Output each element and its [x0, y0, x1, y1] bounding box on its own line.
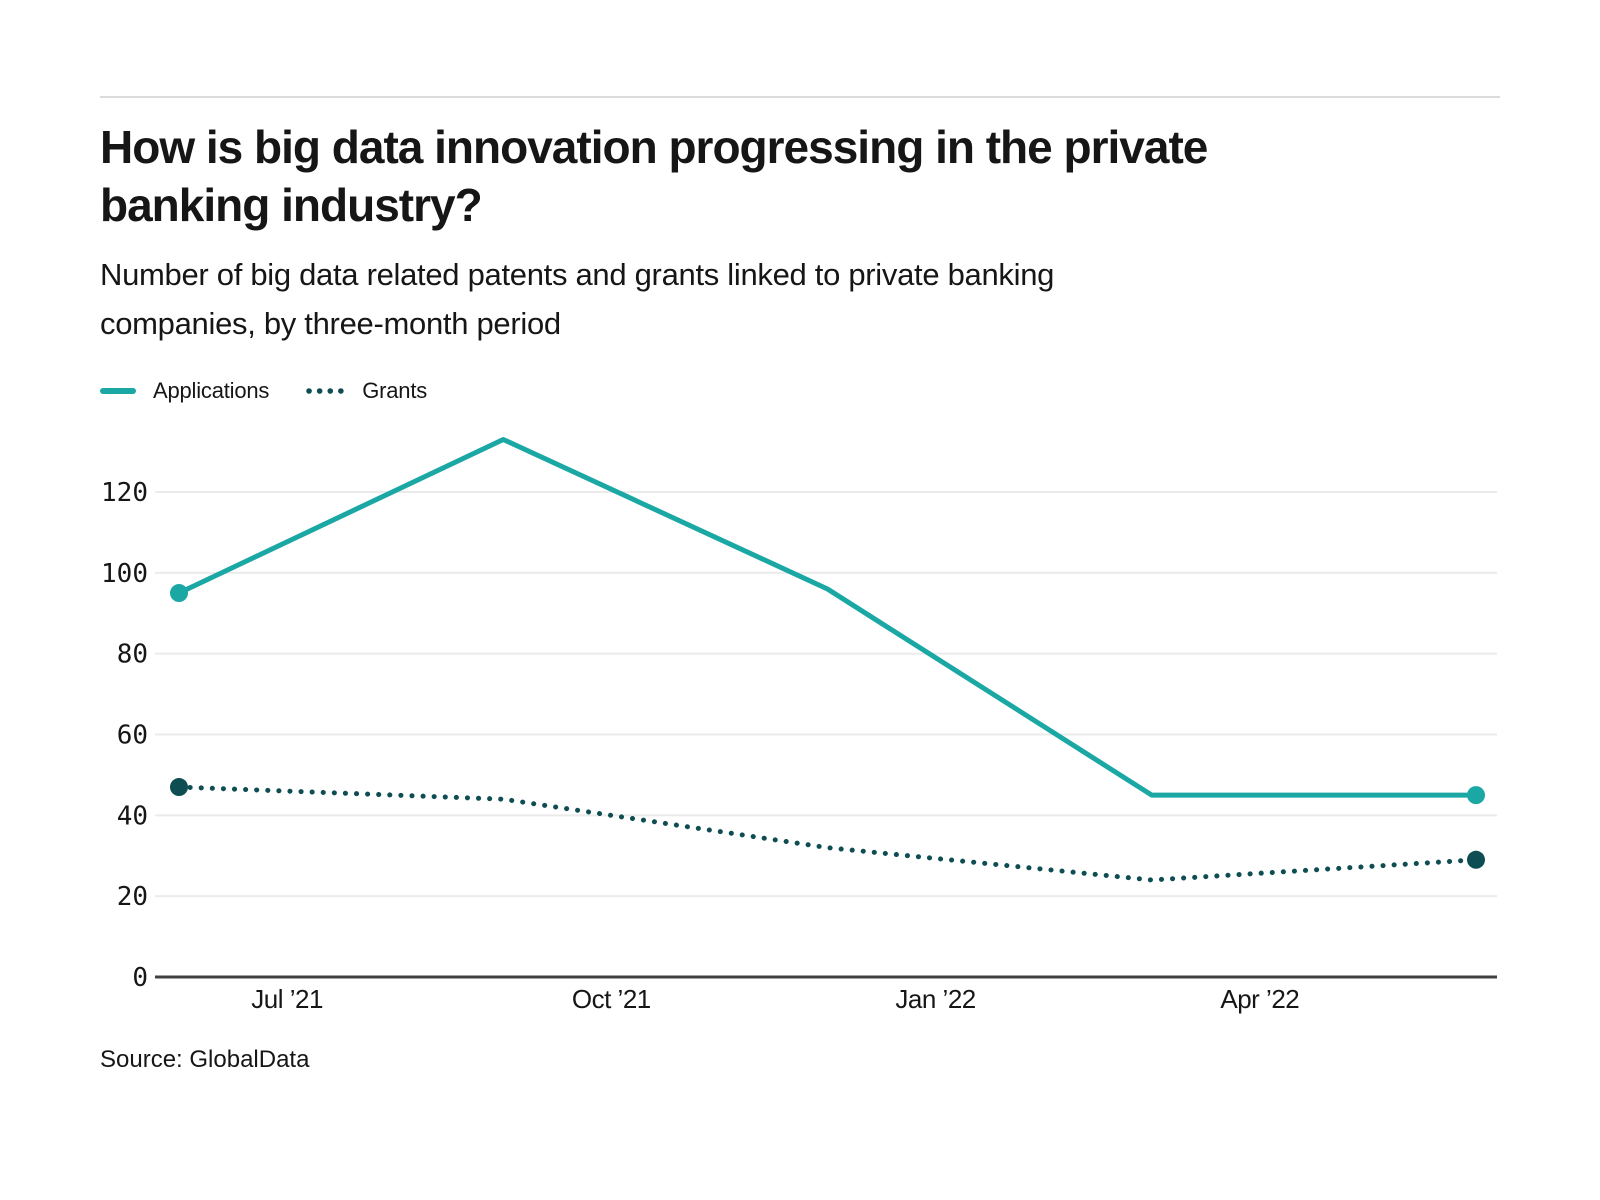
top-divider: [100, 96, 1500, 98]
legend-label-grants: Grants: [362, 378, 428, 403]
legend-label-applications: Applications: [153, 378, 270, 403]
chart-legend: Applications Grants: [100, 378, 427, 404]
grants-end-marker: [1467, 850, 1485, 869]
y-tick-label: 40: [117, 801, 148, 831]
chart-subtitle: Number of big data related patents and g…: [100, 257, 1055, 341]
legend-item-applications: Applications: [100, 378, 269, 404]
y-tick-label: 100: [101, 559, 148, 589]
y-tick-label: 20: [117, 882, 148, 912]
x-tick-label: Jan ’22: [895, 984, 975, 1014]
y-tick-label: 120: [101, 478, 148, 508]
applications-solid-line-swatch: [100, 388, 136, 394]
source-note: Source: GlobalData: [100, 1046, 310, 1073]
x-tick-label: Jul ’21: [251, 984, 323, 1014]
x-tick-label: Oct ’21: [572, 984, 651, 1014]
y-tick-label: 80: [117, 640, 148, 670]
y-tick-label: 60: [117, 721, 148, 751]
applications-end-marker: [170, 584, 188, 603]
chart-title: How is big data innovation progressing i…: [100, 121, 1208, 231]
applications-line: [177, 436, 1476, 798]
grants-end-marker: [170, 778, 188, 797]
x-tick-label: Apr ’22: [1220, 984, 1299, 1014]
legend-item-grants: Grants: [305, 378, 427, 404]
grants-line: [176, 784, 1479, 883]
y-tick-label: 0: [132, 963, 148, 993]
applications-end-marker: [1467, 786, 1485, 805]
